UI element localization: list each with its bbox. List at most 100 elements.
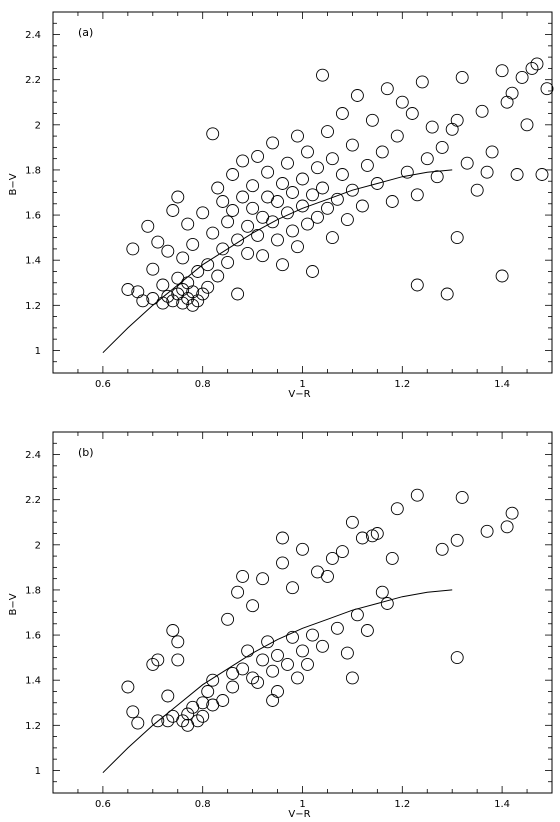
- panel-a-data-point: [166, 204, 180, 217]
- panel-a-data-point: [286, 186, 299, 199]
- panel-a-data-point: [226, 168, 240, 181]
- panel-a-data-point: [146, 262, 160, 276]
- panel-a-data-point: [256, 249, 270, 263]
- panel-a-data-point: [380, 82, 394, 96]
- panel-b-data-point: [276, 531, 289, 545]
- panel-a-data-point: [350, 89, 364, 102]
- panel-b-data-point: [151, 653, 165, 667]
- panel-a-data-point: [311, 210, 324, 224]
- panel-a-data-point: [330, 192, 344, 206]
- panel-b-data-point: [455, 490, 469, 504]
- panel-a-data-point: [535, 168, 549, 181]
- panel-a-data-point: [365, 113, 379, 127]
- panel-b-data-point: [161, 689, 175, 703]
- panel-b-data-point: [286, 581, 299, 595]
- panel-b-y-axis-label: B−V: [8, 593, 19, 615]
- panel-a-data-point: [281, 156, 294, 170]
- panel-b-x-axis-label: V−R: [288, 809, 310, 820]
- panel-b-data-point: [246, 599, 260, 613]
- panel-a-data-point: [430, 170, 444, 184]
- panel-a-data-point: [405, 107, 419, 120]
- panel-a-data-point: [455, 70, 469, 84]
- panel-b-data-point: [301, 657, 314, 671]
- panel-b-model-curve: [102, 589, 453, 774]
- panel-b-data-point: [340, 646, 354, 660]
- panel-a-data-point: [246, 201, 260, 215]
- panel-a-y-tick-label: 2.4: [25, 30, 41, 41]
- panel-a-data-point: [321, 201, 334, 215]
- panel-a-data-point: [470, 183, 484, 197]
- panel-a-data-point: [385, 195, 399, 208]
- panel-a-data-point: [276, 177, 289, 190]
- panel-a-data-point: [400, 165, 414, 179]
- panel-b-data-point: [251, 675, 265, 689]
- panel-a-data-point: [181, 217, 195, 231]
- panel-a-data-point: [231, 233, 245, 247]
- panel-b-data-point: [370, 527, 384, 540]
- panel-a-data-point: [345, 183, 359, 197]
- panel-b-data-point: [256, 572, 270, 586]
- panel-a-plot-frame: [52, 11, 553, 374]
- panel-a-data-point: [161, 244, 175, 258]
- panel-a-data-point: [186, 298, 200, 312]
- panel-b-data-point: [206, 673, 220, 687]
- panel-b-data-point: [266, 694, 280, 707]
- panel-b-data-point: [390, 502, 404, 516]
- panel-b-data-point: [121, 680, 135, 694]
- panel-a-data-point: [251, 149, 265, 163]
- panel-b-data-point: [151, 714, 165, 728]
- panel-a-data-point: [271, 233, 284, 247]
- panel-a-data-point: [325, 152, 339, 166]
- panel-a-x-tick-label: 0.8: [195, 379, 211, 390]
- panel-a-data-point: [301, 145, 314, 159]
- panel-a-data-point: [460, 156, 474, 170]
- panel-a-data-point: [261, 165, 275, 179]
- panel-b-data-point: [246, 671, 260, 685]
- panel-b-data-point: [261, 635, 275, 649]
- panel-a-data-point: [360, 158, 374, 172]
- panel-b-data-point: [196, 709, 210, 723]
- panel-b-data-point: [181, 707, 195, 721]
- panel-b-data-point: [191, 714, 205, 728]
- panel-a-y-tick-label: 1: [35, 346, 41, 357]
- panel-b-data-point: [266, 664, 280, 678]
- panel-a-data-point: [306, 188, 319, 202]
- panel-a-data-point: [191, 265, 205, 278]
- panel-b-data-point: [161, 714, 175, 728]
- panel-a-data-point: [530, 57, 544, 71]
- panel-b-y-tick-label: 1.2: [25, 721, 41, 732]
- panel-a-data-point: [221, 215, 235, 229]
- panel-b-data-point: [146, 657, 160, 671]
- panel-a-data-point: [121, 283, 135, 296]
- panel-b-data-point: [335, 545, 349, 559]
- panel-a-data-point: [515, 70, 529, 84]
- panel-a-x-tick-label: 1: [299, 379, 305, 390]
- panel-b-data-point: [345, 671, 359, 685]
- panel-a-data-point: [540, 82, 554, 96]
- panel-b-data-point: [171, 653, 185, 667]
- panel-a-data-point: [301, 217, 314, 231]
- panel-b-data-point: [131, 716, 145, 730]
- panel-b-data-point: [385, 551, 399, 565]
- panel-a-data-point: [246, 179, 260, 193]
- panel-b-panel-label: (b): [78, 446, 94, 459]
- panel-a-data-point: [335, 168, 349, 181]
- panel-a-data-point: [345, 138, 359, 152]
- panel-a-panel-label: (a): [78, 26, 93, 39]
- panel-b-data-point: [236, 662, 250, 676]
- panel-a-data-point: [355, 199, 369, 213]
- panel-a-data-point: [410, 188, 424, 202]
- panel-a-data-point: [161, 289, 175, 303]
- panel-b-y-tick-label: 1.8: [25, 585, 41, 596]
- panel-b-data-point: [306, 628, 319, 642]
- panel-b-plot-frame: [52, 431, 553, 794]
- panel-a-data-point: [266, 136, 280, 150]
- panel-a-y-axis-label: B−V: [8, 173, 19, 195]
- panel-a-data-point: [390, 129, 404, 143]
- panel-b-x-tick-label: 0.6: [95, 799, 111, 810]
- panel-b-data-point: [216, 694, 230, 707]
- panel-a-data-point: [425, 120, 439, 134]
- panel-a-data-point: [286, 224, 299, 238]
- panel-a-data-point: [166, 294, 180, 308]
- panel-b-data-point: [196, 696, 210, 710]
